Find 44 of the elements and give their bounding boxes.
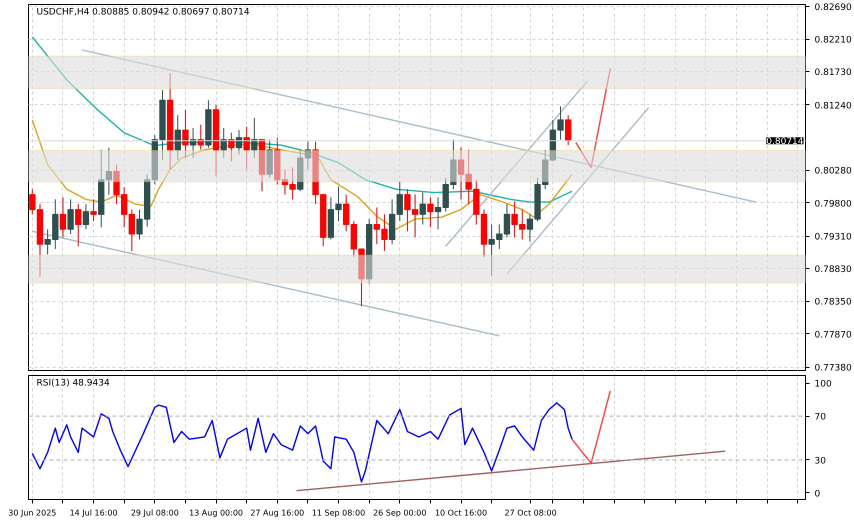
y-tick-label: 0.78350: [814, 298, 852, 308]
y-tick-label: 0.77870: [814, 330, 852, 340]
candlestick: [251, 117, 258, 158]
line-series: [32, 119, 573, 230]
ref-line-label: 0.80714: [766, 137, 804, 148]
candlestick: [182, 109, 189, 158]
chart-title: USDCHF,H4 0.80885 0.80942 0.80697 0.80714: [36, 8, 250, 18]
candlestick: [67, 198, 74, 235]
y-tick-label: 0.78830: [814, 265, 852, 276]
candlestick: [420, 192, 426, 226]
candlestick: [565, 114, 572, 146]
candlestick: [75, 204, 82, 247]
y-tick-label: 0.81730: [814, 68, 852, 78]
candlestick: [174, 114, 181, 160]
x-tick-label: 11 Sep 08:00: [312, 508, 366, 518]
y-tick-label: 70: [814, 412, 826, 423]
y-tick-label: 100: [814, 380, 832, 390]
y-tick-label: 0.81240: [814, 101, 852, 112]
candlestick: [427, 196, 434, 228]
y-tick-label: 0.82210: [814, 36, 852, 46]
candlestick: [243, 126, 250, 170]
y-tick-label: 0.80280: [814, 166, 852, 177]
candlestick: [82, 204, 90, 230]
candlestick: [90, 198, 97, 222]
x-tick-label: 30 Jun 2025: [8, 508, 56, 518]
y-tick-label: 30: [814, 456, 826, 466]
x-tick-label: 27 Aug 16:00: [250, 508, 304, 518]
line-series: [32, 36, 573, 203]
line-series: [32, 402, 573, 483]
x-tick-label: 13 Aug 00:00: [189, 508, 244, 518]
x-tick-label: 10 Oct 16:00: [434, 508, 488, 518]
y-tick-label: 0.79800: [814, 199, 852, 210]
y-tick-label: 0.82690: [814, 3, 852, 14]
chart-title: RSI(13) 48.9434: [36, 378, 110, 388]
y-tick-label: 0: [814, 489, 820, 500]
candlestick: [228, 132, 235, 162]
x-tick-label: 26 Sep 00:00: [373, 508, 426, 518]
x-tick-label: 27 Oct 08:00: [504, 508, 557, 518]
candlestick: [220, 128, 227, 158]
x-tick-label: 14 Jul 16:00: [70, 508, 118, 518]
candlestick: [60, 196, 66, 238]
y-tick-label: 0.77380: [814, 364, 852, 374]
x-tick-label: 29 Jul 08:00: [130, 508, 179, 518]
y-tick-label: 0.79310: [814, 232, 852, 243]
